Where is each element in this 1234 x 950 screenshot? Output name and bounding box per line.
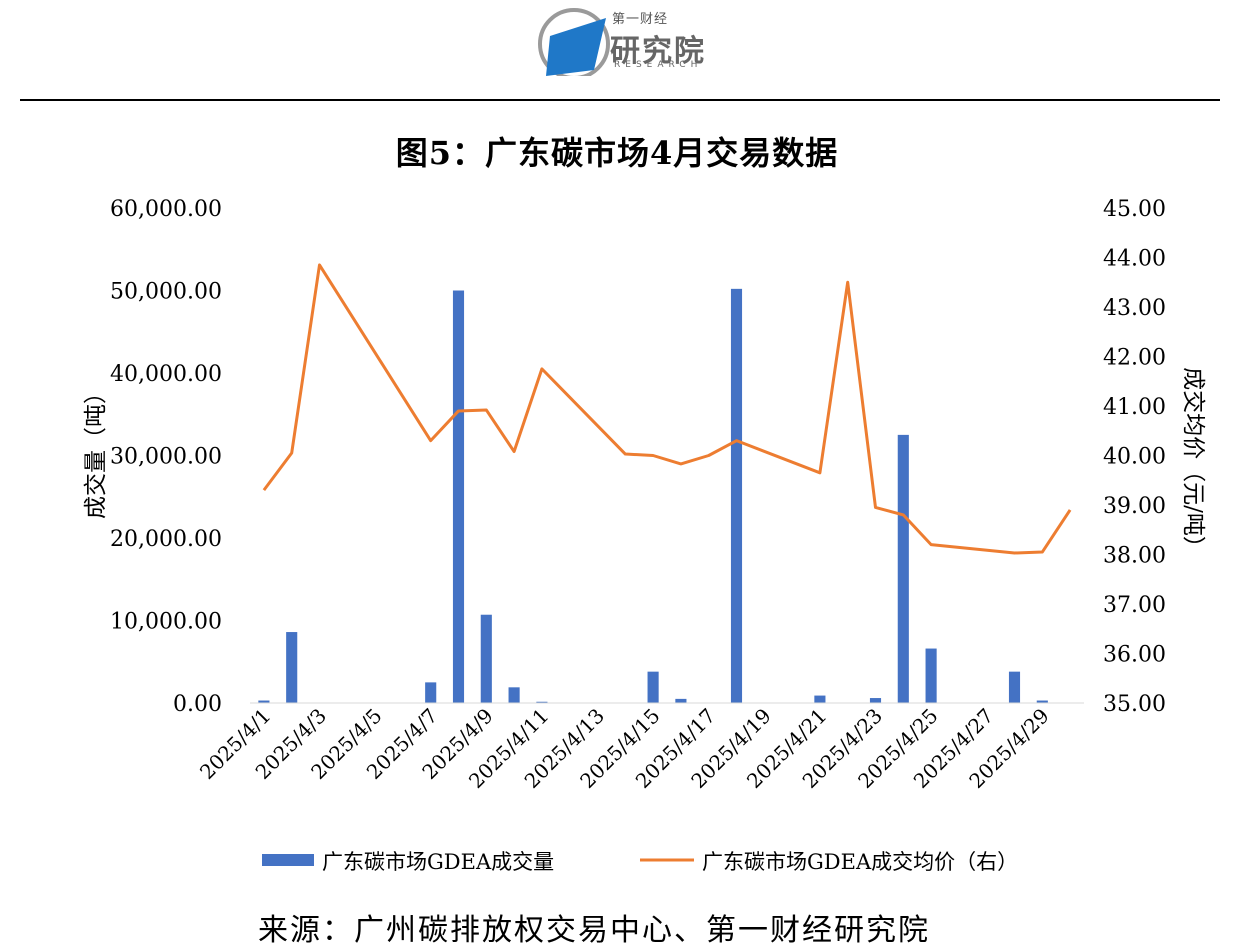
figure-title: 图5：广东碳市场4月交易数据 <box>395 134 839 172</box>
logo-mark-fill <box>546 18 606 76</box>
bar-volume <box>480 614 492 703</box>
y-tick-label-left: 50,000.00 <box>110 280 222 305</box>
line-avg-price <box>262 263 1072 555</box>
bar-volume <box>897 434 909 703</box>
y-tick-label-right: 42.00 <box>1103 346 1166 371</box>
legend-label-price: 广东碳市场GDEA成交均价（右） <box>702 850 1018 874</box>
y-tick-label-left: 60,000.00 <box>110 197 222 222</box>
y-tick-label-left: 0.00 <box>173 692 222 717</box>
y-tick-label-right: 39.00 <box>1103 494 1166 519</box>
y-tick-label-right: 40.00 <box>1103 445 1166 470</box>
bar-volume <box>425 682 437 703</box>
bar-volume <box>675 698 687 703</box>
bar-volume <box>869 698 882 703</box>
y-tick-label-right: 37.00 <box>1103 593 1166 618</box>
legend-swatch-volume <box>262 854 314 866</box>
bar-volume <box>452 290 465 703</box>
y-tick-label-right: 44.00 <box>1103 247 1166 272</box>
y-tick-label-right: 36.00 <box>1103 643 1166 668</box>
logo-subtitle: 第一财经 <box>612 12 669 27</box>
bar-volume <box>730 288 743 703</box>
y-tick-label-left: 30,000.00 <box>110 445 222 470</box>
bar-volume <box>286 632 298 703</box>
y-axis-title-left: 成交量（吨） <box>83 381 109 519</box>
bar-volume <box>536 701 548 703</box>
y-tick-label-left: 10,000.00 <box>110 610 222 635</box>
bar-volume <box>647 671 659 703</box>
y-tick-label-right: 45.00 <box>1103 197 1166 222</box>
logo-mark-icon <box>538 8 610 76</box>
y-axis-title-right: 成交均价（元/吨） <box>1180 367 1206 559</box>
y-tick-label-left: 20,000.00 <box>110 527 222 552</box>
chart: 0.00 10,000.00 20,000.00 30,000.00 40,000.00… <box>110 197 1166 874</box>
bar-volume <box>814 695 826 703</box>
bar-volume <box>1008 671 1021 703</box>
bar-volume <box>1036 700 1048 703</box>
source-note: 来源：广州碳排放权交易中心、第一财经研究院 <box>258 913 930 948</box>
logo-name: 研究院 <box>610 34 706 69</box>
header-rule <box>20 99 1220 101</box>
bar-volume <box>925 648 937 703</box>
y-tick-label-right: 41.00 <box>1103 395 1166 420</box>
y-tick-label-right: 38.00 <box>1103 544 1166 569</box>
bar-volume <box>258 700 270 703</box>
y-tick-label-right: 35.00 <box>1103 692 1166 717</box>
y-tick-label-right: 43.00 <box>1103 296 1166 321</box>
bar-volume <box>508 687 520 703</box>
legend-label-volume: 广东碳市场GDEA成交量 <box>322 850 554 874</box>
logo-english: RESEARCH <box>614 60 703 70</box>
y-tick-label-left: 40,000.00 <box>110 362 222 387</box>
